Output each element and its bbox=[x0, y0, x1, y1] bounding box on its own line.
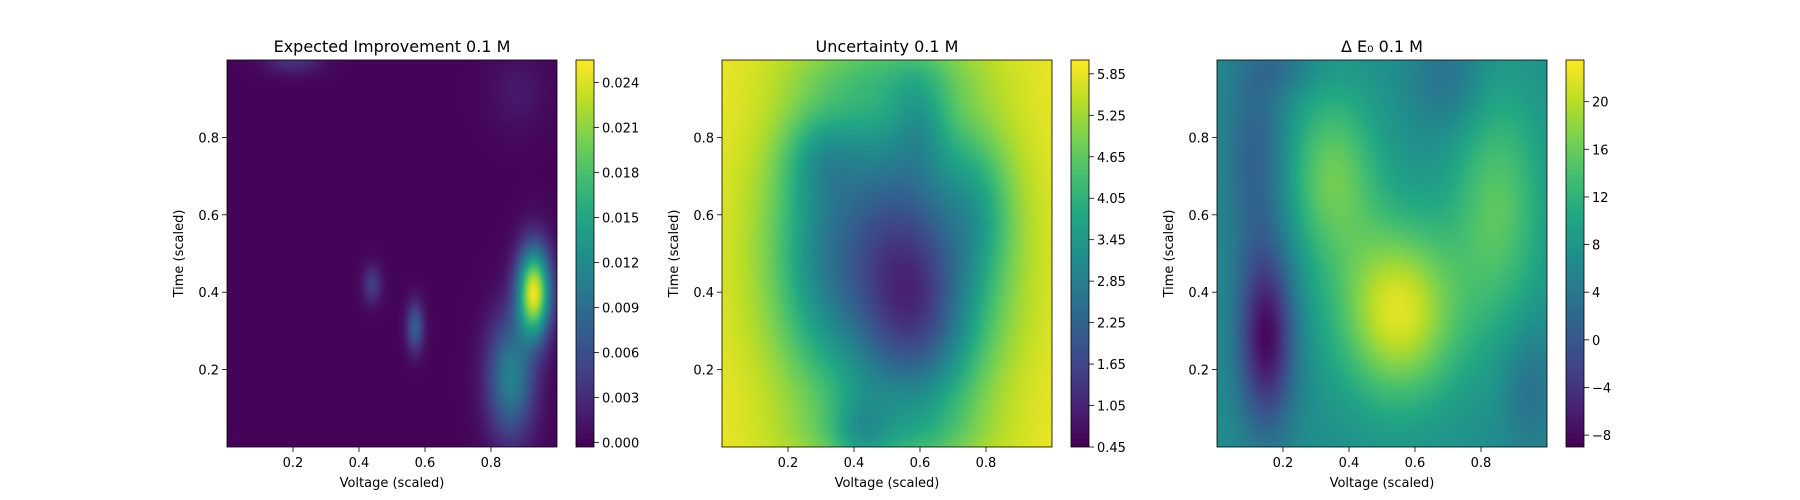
y-tick-label: 0.2 bbox=[693, 364, 714, 379]
subplot-title: Uncertainty 0.1 M bbox=[816, 37, 959, 56]
x-tick-label: 0.4 bbox=[349, 456, 370, 471]
x-tick-label: 0.2 bbox=[778, 456, 799, 471]
colorbar-tick-label: 8 bbox=[1592, 239, 1600, 254]
x-axis-label: Voltage (scaled) bbox=[1330, 476, 1435, 491]
colorbar-tick-label: 2.25 bbox=[1097, 317, 1126, 332]
colorbar-tick-label: 0 bbox=[1592, 334, 1600, 349]
heatmap-image bbox=[1217, 60, 1547, 447]
y-tick-label: 0.4 bbox=[693, 286, 714, 301]
y-axis-label: Time (scaled) bbox=[667, 210, 682, 299]
colorbar-tick-label: 0.015 bbox=[602, 212, 639, 227]
y-tick-label: 0.6 bbox=[693, 209, 714, 224]
colorbar-tick-label: 0.021 bbox=[602, 122, 639, 137]
y-axis-label: Time (scaled) bbox=[1162, 210, 1177, 299]
y-tick-label: 0.8 bbox=[693, 131, 714, 146]
y-tick-label: 0.4 bbox=[198, 286, 219, 301]
colorbar-tick-label: 4 bbox=[1592, 286, 1600, 301]
colorbar-tick-label: 4.65 bbox=[1097, 151, 1126, 166]
y-tick-label: 0.8 bbox=[1188, 131, 1209, 146]
x-axis-label: Voltage (scaled) bbox=[340, 476, 445, 491]
x-tick-label: 0.8 bbox=[976, 456, 997, 471]
colorbar-tick-label: 0.018 bbox=[602, 167, 639, 182]
x-tick-label: 0.6 bbox=[415, 456, 436, 471]
plot-frame bbox=[1216, 59, 1548, 448]
colorbar-tick-label: 0.024 bbox=[602, 77, 639, 92]
x-tick-label: 0.2 bbox=[1273, 456, 1294, 471]
colorbar-tick-label: 0.006 bbox=[602, 347, 639, 362]
x-axis-label: Voltage (scaled) bbox=[835, 476, 940, 491]
colorbar-tick-label: 0.003 bbox=[602, 392, 639, 407]
colorbar-gradient bbox=[576, 60, 594, 447]
colorbar-gradient bbox=[1566, 60, 1584, 447]
colorbar-tick-label: 0.009 bbox=[602, 302, 639, 317]
x-tick-label: 0.8 bbox=[1471, 456, 1492, 471]
plot-frame bbox=[721, 59, 1053, 448]
x-tick-label: 0.4 bbox=[844, 456, 865, 471]
colorbar-gradient bbox=[1071, 60, 1089, 447]
x-tick-label: 0.6 bbox=[910, 456, 931, 471]
colorbar: 0.000 0.003 0.006 0.009 0.012 0.015 0.018 0.021… bbox=[575, 59, 639, 452]
colorbar-tick-label: 3.45 bbox=[1097, 234, 1126, 249]
heatmap-image bbox=[722, 60, 1052, 447]
colorbar: −8 −4 0 4 8 12 16 20 bbox=[1565, 59, 1611, 448]
subplot-3: Δ E₀ 0.1 M 0.2 0.4 0.6 0.8 0.2 0.4 0.6 0.8 Voltag… bbox=[1162, 37, 1611, 491]
colorbar-frame bbox=[575, 59, 595, 448]
colorbar-tick-label: 5.25 bbox=[1097, 109, 1126, 124]
colorbar-frame bbox=[1070, 59, 1090, 448]
y-tick-label: 0.6 bbox=[198, 209, 219, 224]
y-axis-label: Time (scaled) bbox=[172, 210, 187, 299]
y-tick-label: 0.2 bbox=[198, 364, 219, 379]
x-tick-label: 0.6 bbox=[1405, 456, 1426, 471]
x-tick-label: 0.8 bbox=[481, 456, 502, 471]
subplot-1: Expected Improvement 0.1 M 0.2 0.4 0.6 0.8 0.… bbox=[172, 37, 639, 491]
colorbar-tick-label: 2.85 bbox=[1097, 275, 1126, 290]
colorbar-tick-label: 20 bbox=[1592, 96, 1609, 111]
colorbar-tick-label: 0.45 bbox=[1097, 441, 1126, 456]
heatmap-image bbox=[227, 60, 557, 447]
y-tick-label: 0.6 bbox=[1188, 209, 1209, 224]
colorbar-tick-label: 4.05 bbox=[1097, 192, 1126, 207]
plot-frame bbox=[226, 59, 558, 448]
colorbar-tick-label: −4 bbox=[1592, 381, 1611, 396]
colorbar-tick-label: 1.65 bbox=[1097, 358, 1126, 373]
subplot-2: Uncertainty 0.1 M 0.2 0.4 0.6 0.8 0.2 0.4 0.6 0.… bbox=[667, 37, 1126, 491]
colorbar-frame bbox=[1565, 59, 1585, 448]
subplot-title: Δ E₀ 0.1 M bbox=[1341, 37, 1423, 56]
x-tick-label: 0.2 bbox=[283, 456, 304, 471]
colorbar-tick-label: −8 bbox=[1592, 429, 1611, 444]
colorbar-tick-label: 1.05 bbox=[1097, 400, 1126, 415]
colorbar-tick-label: 5.85 bbox=[1097, 68, 1126, 83]
y-tick-label: 0.2 bbox=[1188, 364, 1209, 379]
colorbar-tick-label: 12 bbox=[1592, 191, 1609, 206]
subplot-title: Expected Improvement 0.1 M bbox=[274, 37, 511, 56]
x-tick-label: 0.4 bbox=[1339, 456, 1360, 471]
colorbar-tick-label: 0.012 bbox=[602, 257, 639, 272]
y-tick-label: 0.4 bbox=[1188, 286, 1209, 301]
colorbar-tick-label: 0.000 bbox=[602, 437, 639, 452]
colorbar: 0.45 1.05 1.65 2.25 2.85 3.45 4.05 4.65 5.25 5.85 bbox=[1070, 59, 1126, 456]
colorbar-tick-label: 16 bbox=[1592, 143, 1609, 158]
y-tick-label: 0.8 bbox=[198, 131, 219, 146]
